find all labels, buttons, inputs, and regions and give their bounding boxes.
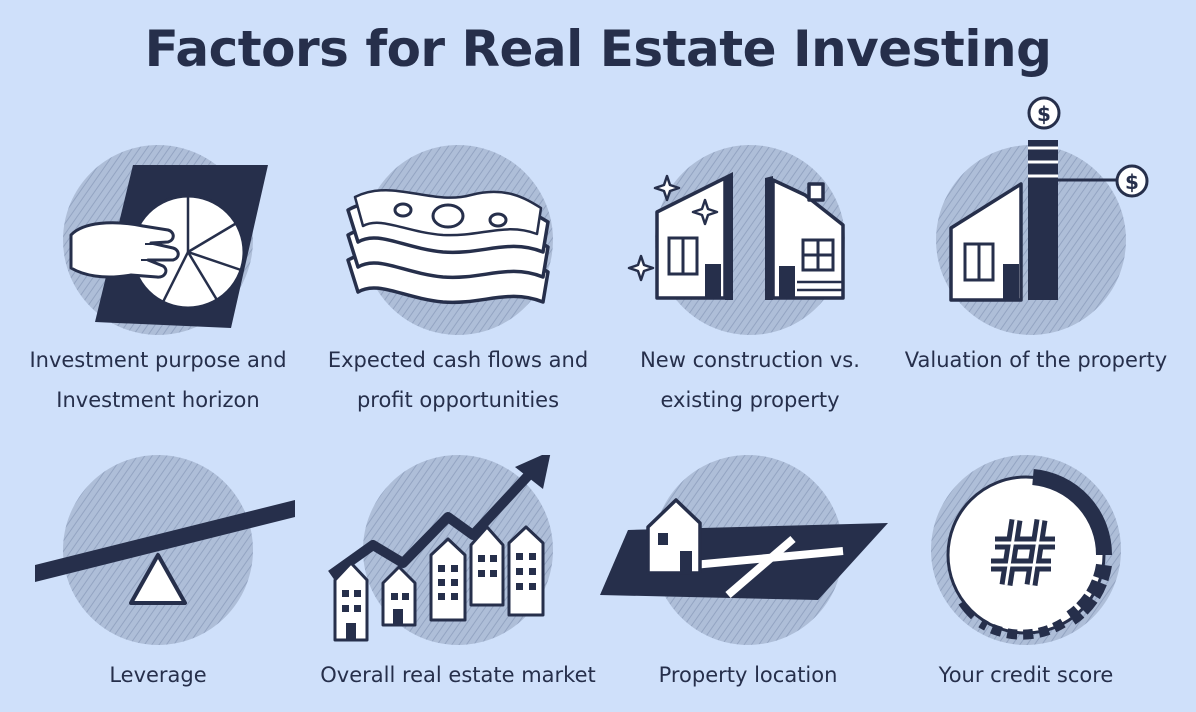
factor-leverage: Leverage [13, 455, 303, 705]
page-title: Factors for Real Estate Investing [144, 20, 1052, 78]
factor-label-line1: Valuation of the property [904, 348, 1168, 372]
factor-location: Property location [598, 455, 888, 705]
factor-cash-flows: Expected cash flows and profit opportuni… [313, 140, 603, 430]
seesaw-lever-icon [35, 455, 295, 645]
dollar-coins: $ $ [1027, 96, 1149, 198]
factor-label-line2: Investment horizon [56, 388, 260, 412]
factor-new-vs-existing: New construction vs. existing property [605, 140, 895, 430]
factor-credit-score: Your credit score [881, 455, 1171, 705]
factor-label-line2: existing property [660, 388, 840, 412]
house-on-map-icon [600, 455, 888, 645]
factor-label-line1: Overall real estate market [320, 663, 596, 687]
dollar-coin-icon [1027, 96, 1061, 130]
money-stack-icon [346, 145, 553, 335]
svg-text:$: $ [1125, 170, 1139, 194]
factor-label-line1: Your credit score [938, 663, 1114, 687]
factor-label-line2: profit opportunities [356, 388, 560, 412]
factor-label-line1: Property location [658, 663, 838, 687]
factor-market: Overall real estate market [313, 455, 603, 705]
house-value-tower-icon [936, 140, 1126, 335]
factor-label-line1: Investment purpose and [29, 348, 287, 372]
svg-text:$: $ [1037, 102, 1051, 126]
credit-score-gauge-icon [931, 455, 1121, 645]
tablet-pie-chart-icon [63, 145, 268, 335]
dollar-coin-icon [1115, 164, 1149, 198]
factor-label-line1: New construction vs. [640, 348, 860, 372]
market-growth-houses-icon [328, 455, 553, 645]
new-vs-old-house-icon [627, 145, 845, 335]
factor-investment-purpose: Investment purpose and Investment horizo… [13, 140, 303, 430]
factor-label-line1: Leverage [109, 663, 207, 687]
factor-label-line1: Expected cash flows and [327, 348, 589, 372]
factor-valuation: Valuation of the property [891, 140, 1181, 430]
